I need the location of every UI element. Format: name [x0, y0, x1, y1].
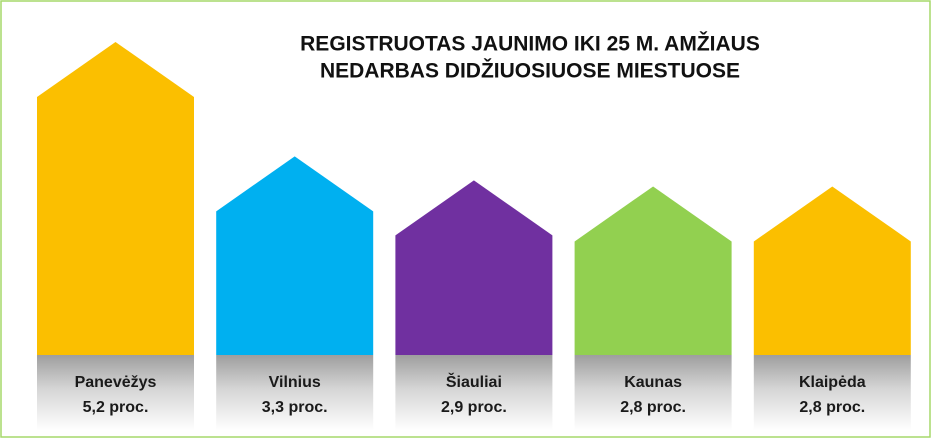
label-box: [395, 355, 553, 431]
category-label: Šiauliai: [446, 372, 502, 391]
house-bar: [395, 180, 553, 355]
category-label: Vilnius: [269, 374, 321, 391]
value-label: 2,8 proc.: [620, 399, 686, 416]
category-label: Kaunas: [624, 374, 682, 391]
house-bar: [574, 186, 732, 355]
value-label: 5,2 proc.: [83, 399, 149, 416]
chart-title: NEDARBAS DIDŽIUOSIUOSE MIESTUOSE: [320, 59, 740, 83]
value-label: 2,8 proc.: [799, 399, 865, 416]
house-bar: [753, 186, 911, 355]
label-box: [37, 355, 194, 431]
house-bar: [37, 41, 194, 356]
category-label: Panevėžys: [75, 374, 157, 391]
label-box: [574, 355, 732, 431]
category-label: Klaipėda: [799, 374, 866, 391]
label-box: [753, 355, 911, 431]
label-box: [216, 355, 374, 431]
house-bar: [216, 156, 374, 355]
value-label: 3,3 proc.: [262, 399, 328, 416]
chart-title: REGISTRUOTAS JAUNIMO IKI 25 M. AMŽIAUS: [300, 32, 760, 56]
frame: [0, 0, 931, 438]
value-label: 2,9 proc.: [441, 399, 507, 416]
